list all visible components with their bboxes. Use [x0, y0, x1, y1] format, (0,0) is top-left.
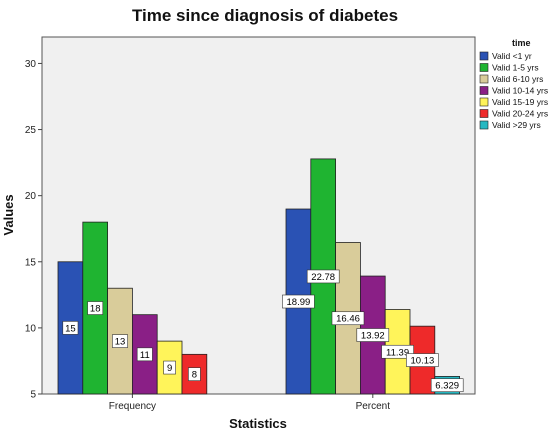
y-tick-label: 15: [25, 257, 37, 268]
legend-swatch: [479, 109, 489, 118]
legend-label: Valid 1-5 yrs: [492, 63, 539, 73]
legend-label: Valid <1 yr: [492, 51, 532, 61]
y-axis: 5 10 15 20 25 30: [25, 59, 42, 401]
legend-item: Valid 1-5 yrs: [479, 63, 539, 73]
legend-label: Valid >29 yrs: [492, 120, 541, 130]
data-label: 8: [188, 367, 201, 381]
legend-label: Valid 20-24 yrs: [492, 109, 548, 119]
data-label-box: [188, 367, 201, 381]
legend-label: Valid 6-10 yrs: [492, 74, 543, 84]
legend-item: Valid <1 yr: [479, 51, 532, 61]
x-axis: Frequency Percent: [109, 394, 390, 412]
x-tick-label: Percent: [356, 401, 391, 412]
data-label-box: [163, 360, 176, 375]
data-label-box: [112, 334, 128, 348]
data-label: 16.46: [331, 311, 365, 326]
legend-item: Valid 6-10 yrs: [479, 74, 543, 84]
legend-item: Valid 10-14 yrs: [479, 86, 548, 96]
data-label-text: 6.329: [435, 381, 459, 392]
data-label-text: 18: [90, 304, 101, 315]
data-label: 11.39: [381, 344, 414, 359]
data-label: 11: [136, 347, 153, 362]
data-label-box: [430, 378, 464, 393]
data-label-text: 16.46: [336, 314, 360, 325]
data-label: 10.13: [406, 353, 439, 367]
data-label: 13.92: [356, 328, 390, 342]
y-tick-label: 30: [25, 59, 37, 70]
legend-item: Valid 20-24 yrs: [479, 109, 548, 119]
legend-swatch: [479, 97, 489, 107]
data-label-box: [282, 294, 315, 309]
y-tick-label: 10: [25, 323, 37, 334]
data-label: 9: [163, 360, 176, 375]
data-label: 18: [87, 301, 104, 315]
y-tick-label: 5: [30, 390, 36, 401]
data-label: 15: [62, 321, 79, 335]
legend-swatch: [479, 120, 489, 130]
data-label-text: 11: [140, 350, 150, 361]
data-label-text: 8: [192, 370, 197, 381]
data-label-box: [87, 301, 104, 315]
legend-swatch: [479, 86, 489, 95]
x-axis-title: Statistics: [229, 416, 287, 431]
data-label-text: 18.99: [287, 297, 311, 308]
data-label-box: [62, 321, 79, 335]
data-label-text: 11.39: [386, 347, 409, 358]
data-label-box: [356, 328, 390, 342]
legend-label: Valid 10-14 yrs: [492, 86, 548, 96]
data-label-box: [136, 347, 153, 362]
data-label-text: 13: [115, 337, 126, 348]
data-label-box: [306, 269, 340, 284]
legend-label: Valid 15-19 yrs: [492, 97, 548, 107]
y-tick-label: 20: [25, 191, 37, 202]
y-tick-label: 25: [25, 125, 37, 136]
data-label-box: [406, 353, 439, 367]
data-label-text: 13.92: [361, 331, 385, 342]
legend-title: time: [512, 38, 531, 48]
legend-swatch: [479, 74, 489, 84]
data-label: 6.329: [430, 378, 464, 393]
data-label: 22.78: [306, 269, 340, 284]
data-label-box: [331, 311, 365, 326]
data-label-text: 10.13: [411, 356, 435, 367]
y-axis-title: Values: [1, 194, 16, 235]
x-tick-label: Frequency: [109, 401, 156, 412]
legend-item: Valid 15-19 yrs: [479, 97, 548, 107]
data-label: 18.99: [282, 294, 315, 309]
legend-swatch: [479, 51, 489, 61]
chart-title: Time since diagnosis of diabetes: [132, 6, 398, 25]
legend-item: Valid >29 yrs: [479, 120, 541, 130]
data-label-text: 22.78: [311, 272, 335, 283]
data-label: 13: [112, 334, 128, 348]
legend-swatch: [479, 63, 489, 72]
data-labels: 15 18 13 11 9 8 18.99 22.78 16.4613.9211.3910.13…: [62, 269, 464, 393]
data-label-text: 15: [65, 323, 76, 334]
data-label-box: [381, 344, 414, 359]
data-label-text: 9: [167, 363, 172, 374]
